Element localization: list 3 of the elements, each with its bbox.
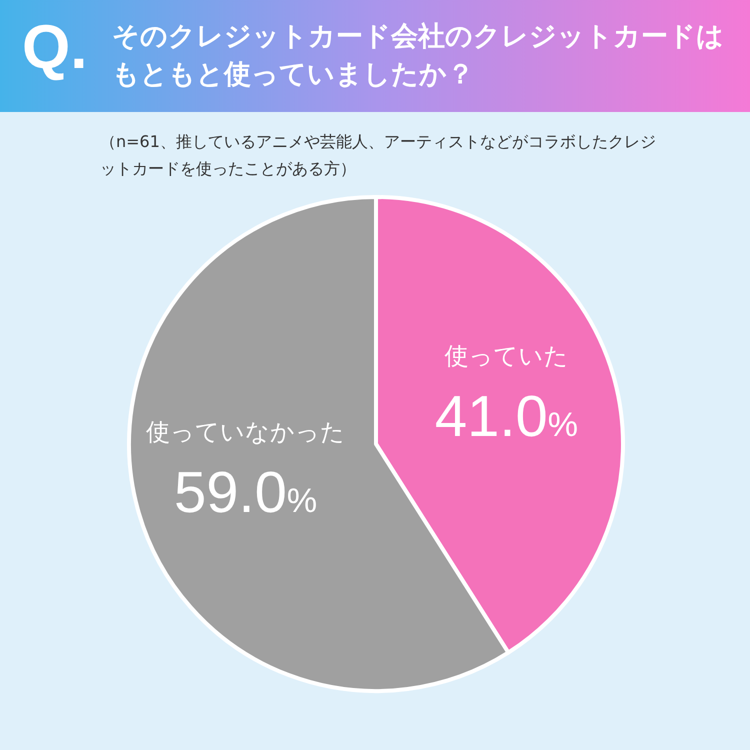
chart-subtitle: （n=61、推しているアニメや芸能人、アーティストなどがコラボしたクレジットカードを使ったことがある方）: [100, 131, 657, 180]
text: Q.: [22, 12, 88, 83]
chart-title: そのクレジットカード会社のクレジットカードはもともと使っていましたか？: [112, 20, 725, 92]
